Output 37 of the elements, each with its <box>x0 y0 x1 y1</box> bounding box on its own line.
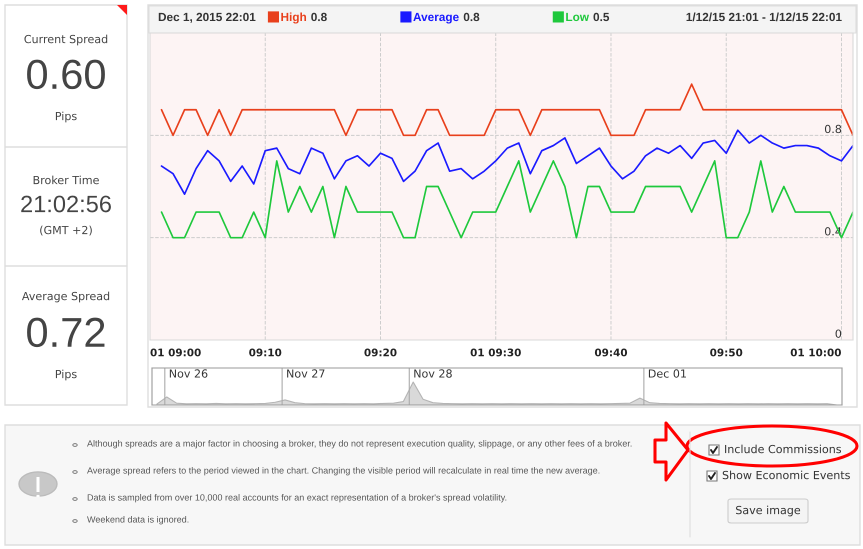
legend-label: Average <box>413 12 459 24</box>
text: Although spreads are a major factor in choosing a broker, they do not represent execution quality, slippage, or any other fees of a broker. <box>87 440 632 448</box>
text: Save image <box>736 506 800 516</box>
text: Pips <box>56 370 77 380</box>
x-tick-label: 09:50 <box>710 348 742 356</box>
text: Average Spread <box>22 292 110 302</box>
text: Pips <box>56 112 77 122</box>
x-tick-label: 09:40 <box>594 348 628 356</box>
text: 0.72 <box>27 318 104 348</box>
text: Nov 26 <box>170 369 208 378</box>
y-tick-label: 0 <box>836 329 842 338</box>
x-tick-label: 09:20 <box>364 348 397 356</box>
text: 21:02:56 <box>21 196 111 212</box>
text: Show Economic Events <box>722 470 850 480</box>
text: Average spread refers to the period viewed in the chart. Changing the visible period will recalculate in real time the new average. <box>87 467 600 476</box>
text: Dec 01 <box>648 369 686 378</box>
chart-title: Dec 1, 2015 22:01 <box>158 12 256 23</box>
text: Nov 28 <box>414 369 452 378</box>
text: Data is sampled from over 10,000 real accounts for an exact representation of a broker's spread volatility. <box>88 494 506 502</box>
text: Include Commissions <box>725 444 842 454</box>
text: 0.8 <box>464 12 480 22</box>
x-tick-label: 01 09:30 <box>470 348 521 356</box>
x-tick-label: 01 09:00 <box>150 348 201 356</box>
text: 0.8 <box>311 12 327 22</box>
text: Broker Time <box>34 176 99 184</box>
text: 0.60 <box>27 60 105 90</box>
text: Nov 27 <box>287 369 324 378</box>
x-tick-label: 01 10:00 <box>790 348 841 356</box>
text: (GMT +2) <box>40 226 92 236</box>
legend-label: Low <box>566 12 590 22</box>
chart-subtitle: 1/12/15 21:01 - 1/12/15 22:01 <box>686 12 842 22</box>
y-tick-label: 0.8 <box>824 124 842 134</box>
legend-label: High <box>281 12 306 24</box>
text: Weekend data is ignored. <box>87 516 188 524</box>
x-tick-label: 09:10 <box>249 348 282 356</box>
text: Current Spread <box>24 34 108 46</box>
text: 0.5 <box>593 12 610 22</box>
